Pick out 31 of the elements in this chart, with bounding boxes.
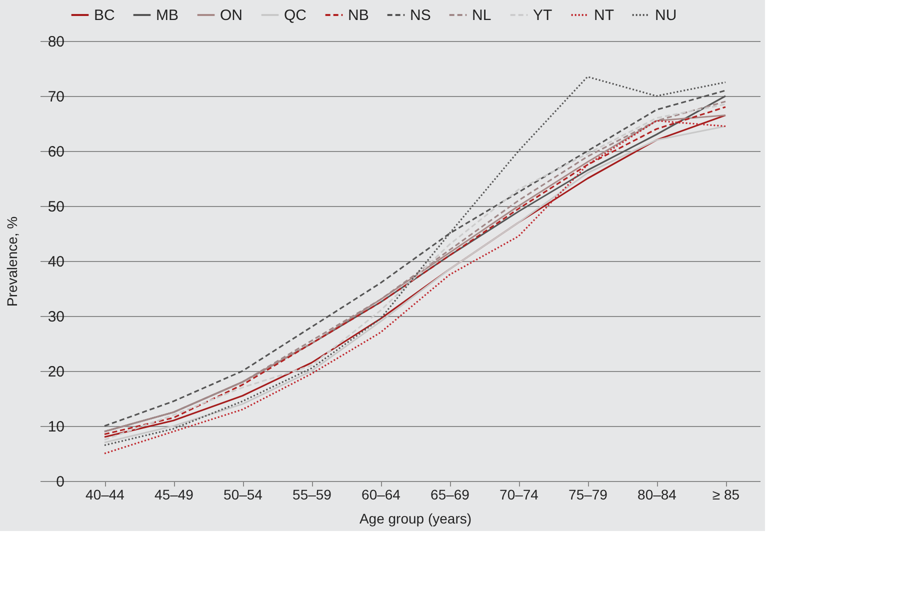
x-tick-label: 40–44 bbox=[86, 486, 125, 502]
legend-label: ON bbox=[220, 7, 242, 24]
legend-label: NS bbox=[410, 7, 431, 24]
legend-label: QC bbox=[284, 7, 307, 24]
y-tick-label: 10 bbox=[48, 418, 64, 436]
y-tick-label: 20 bbox=[48, 364, 64, 380]
y-tick-label: 70 bbox=[48, 88, 64, 106]
legend-label: NB bbox=[348, 7, 369, 24]
x-axis-title: Age group (years) bbox=[359, 510, 472, 526]
legend-label: BC bbox=[94, 7, 116, 24]
x-tick-label: 45–49 bbox=[154, 486, 194, 502]
y-tick-label: 40 bbox=[48, 254, 64, 270]
x-tick-label: 50–54 bbox=[224, 486, 263, 502]
x-tick-label: 75–79 bbox=[568, 486, 608, 502]
x-tick-label: 60–64 bbox=[362, 486, 401, 502]
legend-label: NL bbox=[472, 7, 492, 24]
y-tick-label: 50 bbox=[48, 198, 64, 216]
y-tick-label: 60 bbox=[48, 144, 64, 160]
y-tick-label: 80 bbox=[48, 34, 64, 50]
y-tick-label: 30 bbox=[48, 308, 64, 326]
legend-label: NU bbox=[655, 7, 677, 24]
x-tick-label: 70–74 bbox=[500, 486, 539, 502]
legend-label: NT bbox=[594, 7, 614, 24]
legend-label: YT bbox=[533, 7, 552, 24]
x-tick-label: 80–84 bbox=[638, 486, 677, 502]
x-tick-label: 65–69 bbox=[430, 486, 470, 502]
y-axis-title: Prevalence, % bbox=[4, 216, 20, 307]
x-tick-label: 55–59 bbox=[292, 486, 332, 502]
x-tick-label: ≥ 85 bbox=[712, 486, 740, 502]
legend-label: MB bbox=[156, 7, 178, 24]
y-tick-label: 0 bbox=[56, 474, 64, 490]
